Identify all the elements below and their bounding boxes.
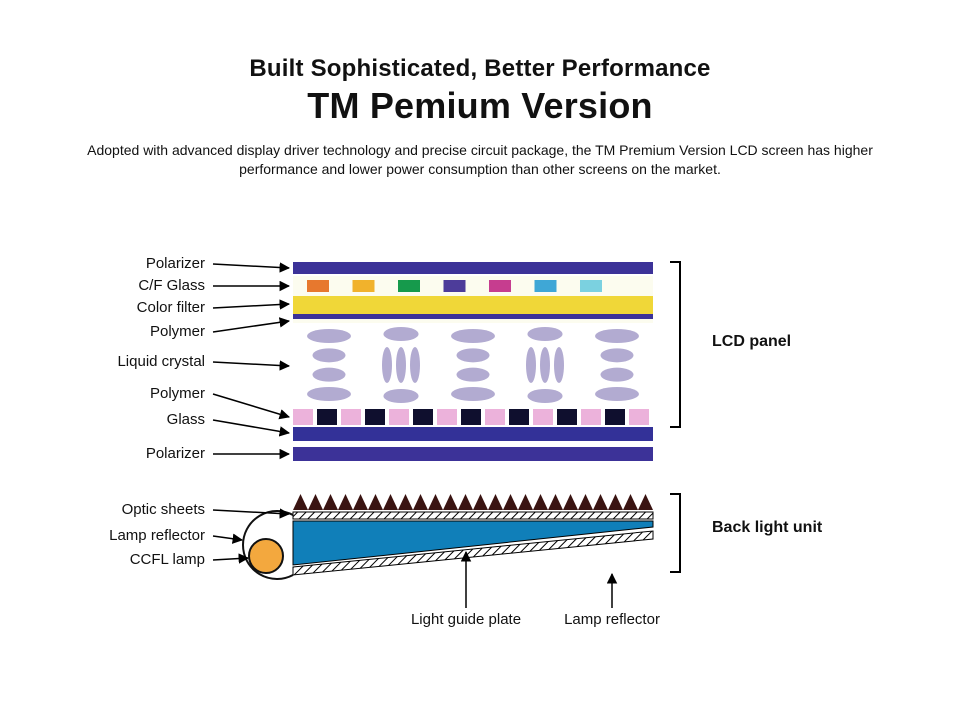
label-light-guide-plate: Light guide plate: [411, 611, 521, 628]
layer-polarizer_top: [293, 262, 653, 274]
label-ccfl-lamp: CCFL lamp: [130, 551, 205, 568]
header: Built Sophisticated, Better Performance …: [0, 0, 960, 179]
label-polymer: Polymer: [150, 385, 205, 402]
diagram-svg: Polarizer C/F Glass Color filter Polymer Liq…: [0, 232, 960, 702]
label-lamp-reflector: Lamp reflector: [564, 611, 660, 628]
layer-thin_bar: [293, 314, 653, 319]
description: Adopted with advanced display driver tec…: [80, 141, 880, 179]
layer-optic-sheets: [293, 494, 653, 510]
label-polymer: Polymer: [150, 323, 205, 340]
layer-glass: [293, 427, 653, 441]
layer-color_filter: [293, 296, 653, 314]
lcd-layers-diagram: Polarizer C/F Glass Color filter Polymer Liq…: [0, 232, 960, 702]
ccfl-lamp: [249, 539, 283, 573]
label-polarizer: Polarizer: [146, 255, 205, 272]
layer-polymer_top: [293, 319, 653, 323]
label-c-f-glass: C/F Glass: [138, 277, 205, 294]
layer-polarizer_bot: [293, 447, 653, 461]
label-color-filter: Color filter: [137, 299, 205, 316]
label-liquid-crystal: Liquid crystal: [117, 353, 205, 370]
label-lamp-reflector: Lamp reflector: [109, 527, 205, 544]
group-label-back-light-unit: Back light unit: [712, 519, 823, 536]
group-label-lcd-panel: LCD panel: [712, 333, 791, 350]
main-title: TM Pemium Version: [0, 85, 960, 127]
subtitle: Built Sophisticated, Better Performance: [0, 55, 960, 83]
label-polarizer: Polarizer: [146, 445, 205, 462]
label-optic-sheets: Optic sheets: [122, 501, 205, 518]
label-glass: Glass: [167, 411, 205, 428]
